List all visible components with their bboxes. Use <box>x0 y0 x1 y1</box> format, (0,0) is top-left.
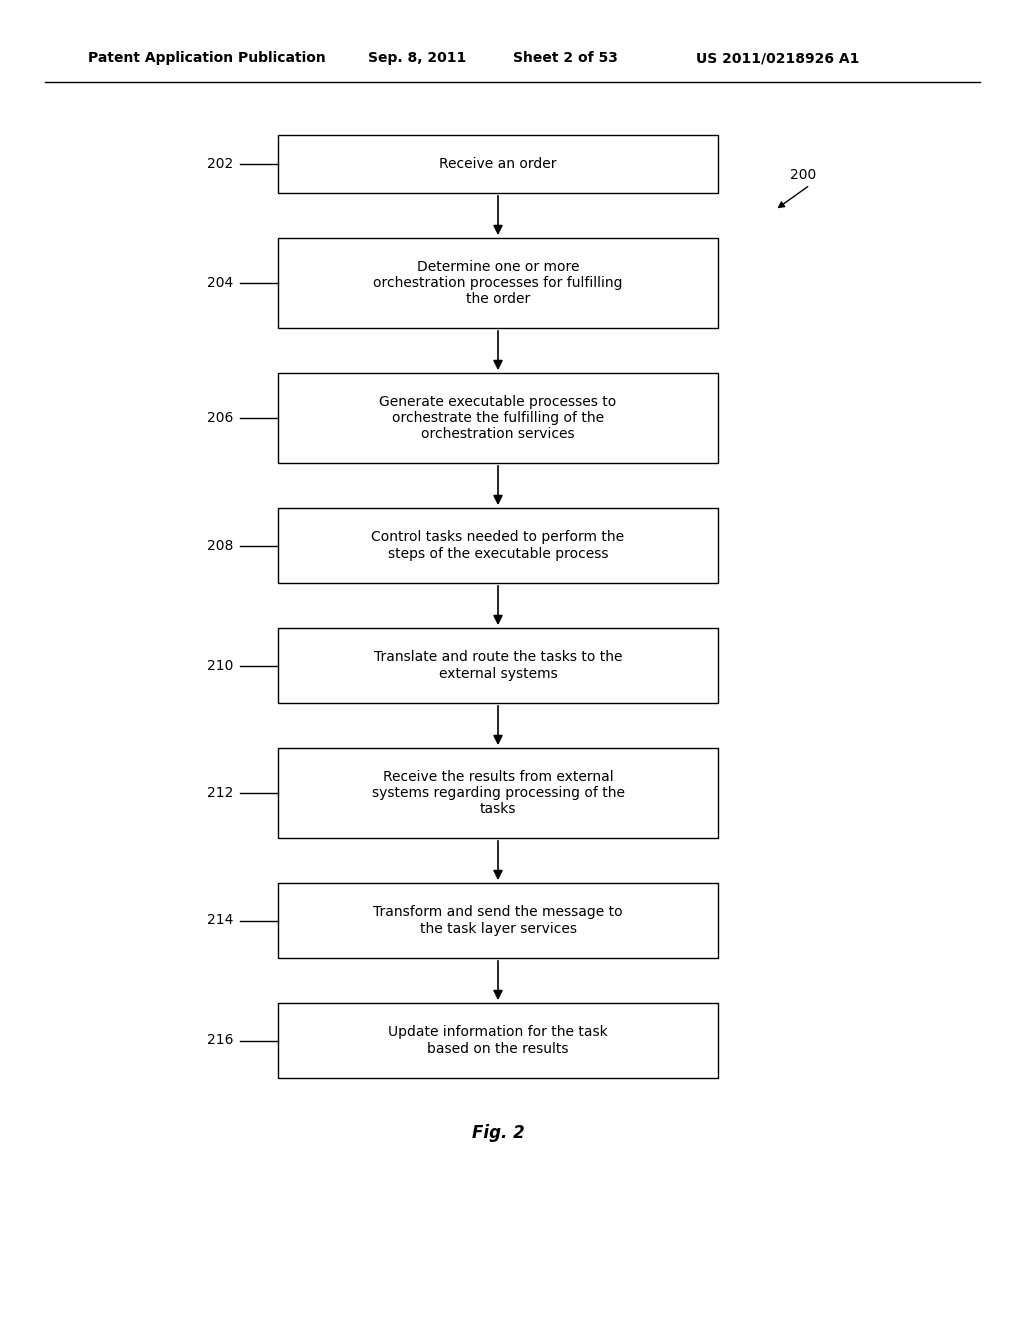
Text: Sep. 8, 2011: Sep. 8, 2011 <box>368 51 466 65</box>
Text: 200: 200 <box>790 168 816 182</box>
Text: 216: 216 <box>207 1034 233 1048</box>
Text: Determine one or more
orchestration processes for fulfilling
the order: Determine one or more orchestration proc… <box>374 260 623 306</box>
Bar <box>278 135 718 193</box>
Text: 210: 210 <box>207 659 233 672</box>
Text: Update information for the task
based on the results: Update information for the task based on… <box>388 1026 608 1056</box>
Text: Control tasks needed to perform the
steps of the executable process: Control tasks needed to perform the step… <box>372 531 625 561</box>
Text: Transform and send the message to
the task layer services: Transform and send the message to the ta… <box>373 906 623 936</box>
Text: Fig. 2: Fig. 2 <box>472 1125 524 1142</box>
Text: 202: 202 <box>207 157 233 172</box>
Text: Patent Application Publication: Patent Application Publication <box>88 51 326 65</box>
Bar <box>278 883 718 958</box>
Bar <box>278 1003 718 1078</box>
Text: Receive the results from external
systems regarding processing of the
tasks: Receive the results from external system… <box>372 770 625 816</box>
Bar <box>278 628 718 704</box>
Text: Generate executable processes to
orchestrate the fulfilling of the
orchestration: Generate executable processes to orchest… <box>379 395 616 441</box>
Text: Receive an order: Receive an order <box>439 157 557 172</box>
Text: 214: 214 <box>207 913 233 928</box>
Text: 208: 208 <box>207 539 233 553</box>
Text: Translate and route the tasks to the
external systems: Translate and route the tasks to the ext… <box>374 651 623 681</box>
Text: Sheet 2 of 53: Sheet 2 of 53 <box>513 51 617 65</box>
Text: 204: 204 <box>207 276 233 290</box>
Bar <box>278 508 718 583</box>
Text: US 2011/0218926 A1: US 2011/0218926 A1 <box>696 51 859 65</box>
Bar <box>278 748 718 838</box>
Text: 206: 206 <box>207 411 233 425</box>
Bar <box>278 238 718 327</box>
Text: 212: 212 <box>207 785 233 800</box>
Bar <box>278 374 718 463</box>
